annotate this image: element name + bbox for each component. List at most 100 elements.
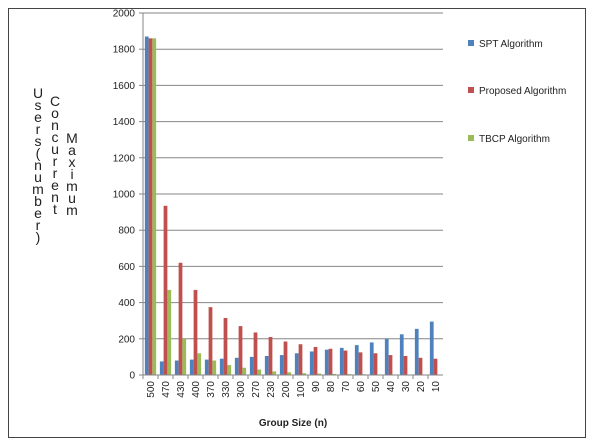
bar-proposed-algorithm xyxy=(283,341,288,375)
x-tick-label: 80 xyxy=(326,381,337,393)
x-tick-label: 20 xyxy=(416,381,427,393)
y-tick-label: 1200 xyxy=(113,153,136,164)
bar-spt-algorithm xyxy=(189,359,194,375)
bar-proposed-algorithm xyxy=(298,344,303,375)
bar-tbcp-algorithm xyxy=(317,373,322,375)
y-tick-label: 1600 xyxy=(113,81,136,92)
bar-proposed-algorithm xyxy=(388,355,393,375)
x-tick-label: 60 xyxy=(356,381,367,393)
bar-spt-algorithm xyxy=(324,349,329,375)
x-tick-label: 50 xyxy=(371,381,382,393)
bar-proposed-algorithm xyxy=(358,352,363,375)
bar-spt-algorithm xyxy=(279,355,284,375)
bar-spt-algorithm xyxy=(354,345,359,375)
bar-proposed-algorithm xyxy=(223,317,228,375)
x-tick-label: 370 xyxy=(206,381,217,398)
bar-spt-algorithm xyxy=(399,334,404,375)
bar-proposed-algorithm xyxy=(178,262,183,375)
x-axis-ticks: 500 470 430 400 370 330 300 270 230 200 100 90 80 70 6… xyxy=(142,375,442,398)
bar-tbcp-algorithm xyxy=(272,371,277,375)
x-tick-label: 430 xyxy=(176,381,187,398)
legend-label: Proposed Algorithm xyxy=(479,86,566,97)
bar-tbcp-algorithm xyxy=(332,373,337,375)
legend: SPT Algorithm Proposed Algorithm TBCP Algo… xyxy=(468,39,566,145)
bar-proposed-algorithm xyxy=(418,357,423,375)
y-axis-ticks: 0 200 400 600 800 1000 1200 1400 1600 1800 2000 xyxy=(113,9,143,382)
bar-spt-algorithm xyxy=(204,359,209,375)
bars xyxy=(144,36,442,376)
y-tick-label: 0 xyxy=(129,371,135,382)
bar-spt-algorithm xyxy=(174,360,179,375)
bar-tbcp-algorithm xyxy=(212,360,217,375)
x-tick-label: 40 xyxy=(386,381,397,393)
bar-tbcp-algorithm xyxy=(242,367,247,375)
x-tick-label: 230 xyxy=(266,381,277,398)
bar-proposed-algorithm xyxy=(193,289,198,375)
bar-proposed-algorithm xyxy=(313,346,318,375)
legend-label: SPT Algorithm xyxy=(479,39,543,50)
bar-proposed-algorithm xyxy=(253,332,258,375)
bar-proposed-algorithm xyxy=(238,326,243,375)
bar-spt-algorithm xyxy=(144,36,149,375)
x-tick-label: 270 xyxy=(251,381,262,398)
bar-proposed-algorithm xyxy=(343,350,348,375)
bar-tbcp-algorithm xyxy=(227,365,232,375)
x-tick-label: 70 xyxy=(341,381,352,393)
y-tick-label: 800 xyxy=(118,226,135,237)
bar-spt-algorithm xyxy=(234,357,239,375)
bar-tbcp-algorithm xyxy=(197,353,202,375)
bar-spt-algorithm xyxy=(429,321,434,375)
x-tick-label: 500 xyxy=(146,381,157,398)
gridlines xyxy=(143,12,443,340)
x-tick-label: 100 xyxy=(296,381,307,398)
bar-spt-algorithm xyxy=(249,356,254,375)
bar-spt-algorithm xyxy=(219,358,224,375)
x-tick-label: 200 xyxy=(281,381,292,398)
bar-proposed-algorithm xyxy=(163,205,168,375)
bar-proposed-algorithm xyxy=(268,336,273,375)
bar-proposed-algorithm xyxy=(208,307,213,375)
legend-swatch xyxy=(468,135,474,141)
bar-spt-algorithm xyxy=(309,351,314,375)
bar-proposed-algorithm xyxy=(433,358,438,375)
x-tick-label: 90 xyxy=(311,381,322,393)
x-tick-label: 30 xyxy=(401,381,412,393)
x-tick-label: 470 xyxy=(161,381,172,398)
bar-proposed-algorithm xyxy=(148,38,153,376)
x-axis-title: Group Size (n) xyxy=(259,418,327,429)
x-tick-label: 330 xyxy=(221,381,232,398)
x-tick-label: 300 xyxy=(236,381,247,398)
bar-proposed-algorithm xyxy=(403,355,408,375)
bar-proposed-algorithm xyxy=(373,353,378,375)
legend-label: TBCP Algorithm xyxy=(479,134,550,145)
bar-spt-algorithm xyxy=(339,347,344,375)
bar-spt-algorithm xyxy=(369,342,374,375)
legend-swatch xyxy=(468,87,474,93)
y-tick-label: 1800 xyxy=(113,45,136,56)
bar-tbcp-algorithm xyxy=(167,289,172,375)
x-tick-label: 10 xyxy=(431,381,442,393)
bar-tbcp-algorithm xyxy=(182,338,187,375)
y-tick-label: 200 xyxy=(118,334,135,345)
y-tick-label: 400 xyxy=(118,298,135,309)
legend-swatch xyxy=(468,40,474,46)
bar-proposed-algorithm xyxy=(328,348,333,375)
bar-tbcp-algorithm xyxy=(302,373,307,375)
bar-spt-algorithm xyxy=(414,328,419,375)
bar-tbcp-algorithm xyxy=(152,38,157,376)
bar-spt-algorithm xyxy=(384,338,389,375)
x-tick-label: 400 xyxy=(191,381,202,398)
y-tick-label: 1400 xyxy=(113,117,136,128)
bar-spt-algorithm xyxy=(159,361,164,375)
y-tick-label: 600 xyxy=(118,262,135,273)
bar-spt-algorithm xyxy=(294,353,299,375)
y-tick-label: 1000 xyxy=(113,190,136,201)
bar-spt-algorithm xyxy=(264,355,269,375)
y-tick-label: 2000 xyxy=(113,9,136,20)
bar-tbcp-algorithm xyxy=(257,369,262,375)
